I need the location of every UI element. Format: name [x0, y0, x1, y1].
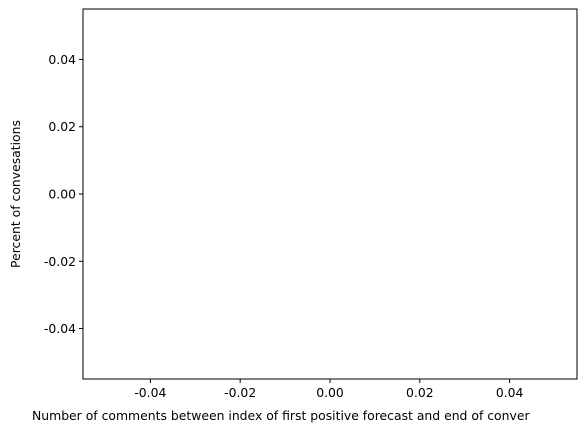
y-tick-label: 0.02	[48, 119, 76, 134]
y-tick-label: -0.02	[44, 254, 76, 269]
x-tick-label: -0.02	[224, 385, 256, 400]
x-tick-label: 0.02	[406, 385, 434, 400]
plot-area	[82, 8, 578, 380]
y-axis-label: Percent of convesations	[8, 120, 23, 268]
y-tick-label: 0.00	[48, 187, 76, 202]
y-tick-label: -0.04	[44, 321, 76, 336]
x-tick-label: 0.04	[496, 385, 524, 400]
x-tick-label: 0.00	[316, 385, 344, 400]
y-tick-label: 0.04	[48, 52, 76, 67]
x-tick-label: -0.04	[134, 385, 166, 400]
x-axis-ticks: -0.04 -0.02 0.00 0.02 0.04	[134, 379, 524, 400]
y-axis-ticks: 0.04 0.02 0.00 -0.02 -0.04	[44, 52, 83, 336]
x-axis-label: Number of comments between index of firs…	[32, 408, 530, 423]
